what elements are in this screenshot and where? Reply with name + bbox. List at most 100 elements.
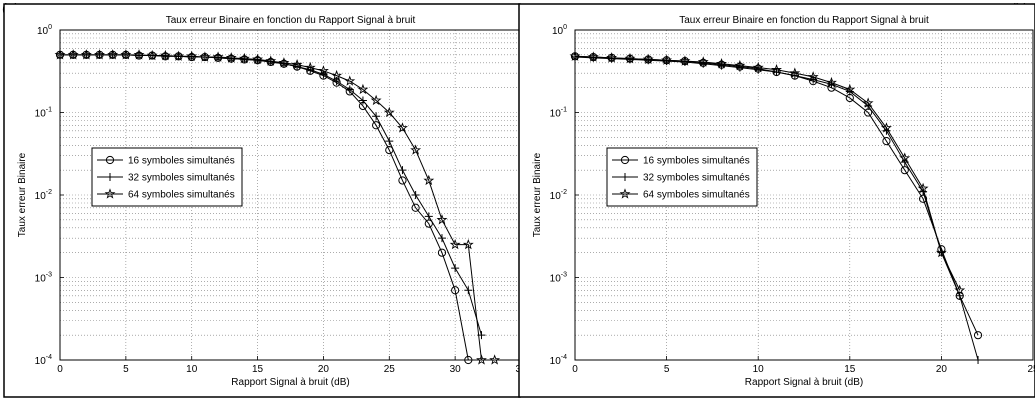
star-marker xyxy=(752,61,764,73)
y-tick-label: 100 xyxy=(552,24,567,37)
y-tick-base: 10 xyxy=(550,109,562,120)
circle-marker xyxy=(105,155,115,165)
plus-marker xyxy=(187,53,196,62)
circle-marker xyxy=(900,166,909,175)
star-marker xyxy=(476,354,487,365)
legend-label: 64 symboles simultanés xyxy=(643,190,750,201)
plus-marker xyxy=(266,57,275,66)
y-tick-base: 10 xyxy=(550,356,562,367)
star-marker xyxy=(624,52,636,64)
plus-marker xyxy=(372,112,381,121)
circle-marker xyxy=(372,121,381,130)
y-tick-base: 10 xyxy=(550,191,562,202)
star-marker xyxy=(291,58,303,70)
star-marker xyxy=(54,49,66,60)
star-marker xyxy=(344,75,356,86)
x-axis-label: Rapport Signal à bruit (dB) xyxy=(231,377,349,388)
series-line xyxy=(574,55,961,291)
x-tick-label: 25 xyxy=(1027,364,1035,375)
star-marker xyxy=(899,152,911,163)
star-marker xyxy=(107,49,119,60)
series-plus xyxy=(56,50,486,340)
star-marker xyxy=(880,122,892,133)
legend-item: 16 symboles simultanés xyxy=(97,156,235,167)
series-star xyxy=(54,49,501,365)
star-marker xyxy=(186,50,198,61)
circle-marker xyxy=(437,248,447,257)
star-marker xyxy=(331,69,343,81)
star-marker xyxy=(199,51,211,62)
star-marker xyxy=(423,174,435,186)
star-marker xyxy=(462,238,474,250)
plus-marker xyxy=(279,59,288,68)
x-tick-label: 10 xyxy=(186,364,198,375)
plus-marker xyxy=(106,173,114,181)
x-tick-label: 30 xyxy=(450,364,462,375)
plus-marker xyxy=(589,53,598,62)
y-tick-exponent: -3 xyxy=(561,272,567,279)
star-marker xyxy=(862,97,874,108)
legend-item: 64 symboles simultanés xyxy=(97,188,235,201)
star-marker xyxy=(67,49,79,60)
y-tick-exponent: -2 xyxy=(561,189,567,196)
y-tick-label: 10-3 xyxy=(550,272,567,285)
legend-item: 64 symboles simultanés xyxy=(612,188,750,201)
y-tick-label: 10-3 xyxy=(35,272,52,285)
y-axis-label: Taux erreur Binaire xyxy=(17,152,28,237)
plus-marker xyxy=(451,264,460,273)
x-tick-label: 20 xyxy=(318,364,330,375)
star-marker xyxy=(265,55,277,66)
legend-item: 16 symboles simultanés xyxy=(612,156,750,167)
y-axis-label: Taux erreur Binaire xyxy=(532,152,543,237)
star-marker xyxy=(104,188,116,199)
legend-label: 32 symboles simultanés xyxy=(643,173,750,184)
plus-marker xyxy=(571,53,579,62)
circle-marker xyxy=(464,355,473,365)
legend-label: 16 symboles simultanés xyxy=(128,156,235,167)
plus-marker xyxy=(437,234,446,243)
star-marker xyxy=(771,63,782,75)
y-tick-exponent: 0 xyxy=(48,24,52,31)
star-marker xyxy=(716,58,728,69)
star-marker xyxy=(935,246,947,258)
star-marker xyxy=(120,49,132,60)
star-marker xyxy=(917,182,929,194)
star-marker xyxy=(133,49,145,60)
y-tick-exponent: 0 xyxy=(563,24,567,31)
star-marker xyxy=(789,67,801,78)
y-tick-base: 10 xyxy=(37,26,49,37)
star-marker xyxy=(317,65,329,76)
plus-marker xyxy=(625,55,634,64)
star-marker xyxy=(619,188,631,199)
x-tick-label: 0 xyxy=(572,364,578,375)
star-marker xyxy=(80,49,92,60)
star-marker xyxy=(661,54,673,65)
series-star xyxy=(569,50,966,295)
star-marker xyxy=(569,50,581,61)
series-line xyxy=(60,54,495,361)
y-tick-label: 10-1 xyxy=(550,107,567,120)
y-tick-label: 10-4 xyxy=(35,354,52,367)
plus-marker xyxy=(621,173,629,181)
y-tick-label: 10-2 xyxy=(35,189,52,202)
star-marker xyxy=(410,144,422,155)
y-tick-base: 10 xyxy=(35,109,47,120)
plus-marker xyxy=(464,286,473,295)
star-marker xyxy=(489,354,501,365)
y-tick-base: 10 xyxy=(35,356,47,367)
y-tick-base: 10 xyxy=(35,191,47,202)
panel-frame xyxy=(3,3,521,398)
star-marker xyxy=(587,51,599,62)
circle-marker xyxy=(620,155,630,165)
plus-marker xyxy=(644,56,653,65)
star-marker xyxy=(159,49,171,61)
y-tick-exponent: -1 xyxy=(46,107,52,114)
plus-marker xyxy=(161,52,170,61)
y-tick-base: 10 xyxy=(550,274,562,285)
plus-marker xyxy=(398,166,407,175)
plus-marker xyxy=(135,51,144,60)
legend-label: 32 symboles simultanés xyxy=(128,173,235,184)
x-tick-label: 20 xyxy=(936,364,948,375)
